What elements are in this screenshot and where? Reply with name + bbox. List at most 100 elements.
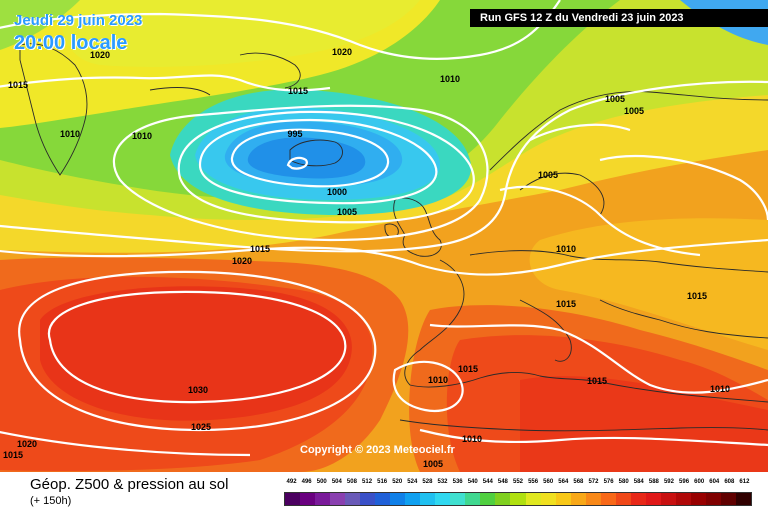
scale-label: 512 [362,479,373,485]
isobar-label: 1010 [428,375,448,385]
scale-swatch [555,493,571,505]
scale-swatch [510,493,526,505]
forecast-date: Jeudi 29 juin 2023 [14,12,143,29]
scale-label: 520 [392,479,403,485]
scale-label: 536 [452,479,463,485]
scale-label: 532 [437,479,448,485]
isobar-label: 1015 [587,376,607,386]
isobar-label: 995 [287,129,302,139]
isobar-label: 1015 [250,244,270,254]
scale-label: 600 [694,479,705,485]
scale-label: 608 [724,479,735,485]
isobar-label: 1010 [556,244,576,254]
isobar-label: 1005 [337,207,357,217]
isobar-label: 1015 [288,86,308,96]
scale-swatch [495,493,511,505]
scale-label: 584 [633,479,644,485]
isobar-label: 1020 [17,439,37,449]
scale-swatch [630,493,646,505]
isobar-label: 1010 [440,74,460,84]
scale-label: 604 [709,479,720,485]
scale-label: 500 [316,479,327,485]
isobar-label: 1010 [132,131,152,141]
scale-label: 552 [512,479,524,485]
scale-swatch [390,493,406,505]
scale-swatch [660,493,676,505]
scale-label: 528 [422,479,433,485]
color-scale [284,492,752,506]
copyright: Copyright © 2023 Meteociel.fr [300,444,455,456]
map-canvas: 1020 1020 1015 1015 1010 1010 1010 995 1… [0,0,768,472]
isobar-label: 1015 [8,80,28,90]
scale-swatch [735,493,751,505]
scale-labels: 492 496 500 504 508 512 516 520 524 528 532 536 540 5… [284,479,752,489]
scale-swatch [585,493,601,505]
scale-swatch [540,493,556,505]
scale-label: 568 [573,479,584,485]
scale-label: 540 [467,479,478,485]
scale-swatch [360,493,376,505]
scale-swatch [315,493,331,505]
scale-label: 580 [618,479,629,485]
scale-label: 524 [407,479,418,485]
isobar-label: 1010 [462,434,482,444]
scale-label: 592 [663,479,674,485]
isobar-label: 1005 [605,94,625,104]
scale-label: 544 [482,479,493,485]
scale-swatch [615,493,631,505]
scale-swatch [705,493,721,505]
isobar-label: 1010 [60,129,80,139]
run-info: Run GFS 12 Z du Vendredi 23 juin 2023 [470,9,768,27]
isobar-label: 1005 [624,106,644,116]
scale-swatch [285,493,301,505]
scale-swatch [405,493,421,505]
scale-swatch [435,493,451,505]
scale-label: 492 [286,479,297,485]
scale-swatch [480,493,496,505]
scale-label: 504 [331,479,342,485]
isobar-label: 1015 [556,299,576,309]
isobar-label: 1005 [538,170,558,180]
scale-swatch [720,493,736,505]
scale-swatch [645,493,661,505]
scale-label: 588 [648,479,659,485]
scale-label: 548 [497,479,508,485]
scale-swatch [570,493,586,505]
scale-label: 572 [588,479,599,485]
legend: Géop. Z500 & pression au sol (+ 150h) 49… [0,472,768,512]
isobar-label: 1020 [90,50,110,60]
forecast-time: 20:00 locale [14,32,128,54]
isobar-label: 1015 [687,291,707,301]
isobar-label: 1020 [232,256,252,266]
scale-label: 560 [543,479,554,485]
scale-label: 556 [528,479,539,485]
scale-label: 612 [739,479,750,485]
scale-swatch [525,493,541,505]
isobar-label: 1015 [458,364,478,374]
isobar-label: 1025 [191,422,211,432]
scale-swatch [375,493,391,505]
weather-map: 1020 1020 1015 1015 1010 1010 1010 995 1… [0,0,768,472]
scale-swatch [465,493,481,505]
scale-label: 508 [346,479,357,485]
isobar-label: 1030 [188,385,208,395]
scale-swatch [450,493,466,505]
isobar-label: 1005 [423,459,443,469]
legend-title: Géop. Z500 & pression au sol [30,476,229,493]
scale-swatch [300,493,316,505]
scale-label: 576 [603,479,614,485]
isobar-label: 1000 [327,187,347,197]
scale-swatch [420,493,436,505]
scale-label: 516 [377,479,388,485]
scale-swatch [690,493,706,505]
scale-swatch [600,493,616,505]
scale-swatch [330,493,346,505]
scale-swatch [675,493,691,505]
isobar-label: 1020 [332,47,352,57]
scale-swatch [345,493,361,505]
scale-label: 596 [679,479,690,485]
scale-label: 564 [558,479,569,485]
scale-label: 496 [301,479,312,485]
isobar-label: 1010 [710,384,730,394]
isobar-label: 1015 [3,450,23,460]
